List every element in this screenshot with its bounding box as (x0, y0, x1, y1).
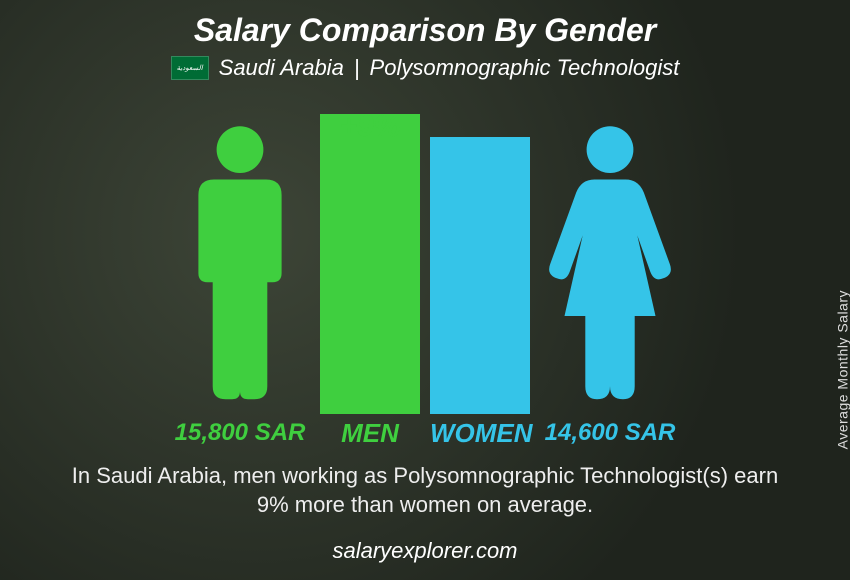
chart-area: +9% (0, 87, 850, 414)
men-bar-col: +9% (320, 114, 420, 414)
country-label: Saudi Arabia (219, 55, 344, 81)
women-bar-col (430, 114, 530, 414)
job-label: Polysomnographic Technologist (370, 55, 680, 81)
header: Salary Comparison By Gender السعودية Sau… (0, 0, 850, 87)
women-bar (430, 137, 530, 414)
subtitle: السعودية Saudi Arabia | Polysomnographic… (20, 55, 830, 81)
infographic-root: Salary Comparison By Gender السعودية Sau… (0, 0, 850, 580)
men-bar (320, 114, 420, 414)
difference-label: +9% (340, 110, 401, 144)
men-salary: 15,800 SAR (170, 419, 310, 447)
description: In Saudi Arabia, men working as Polysomn… (0, 457, 850, 528)
female-icon (545, 114, 675, 414)
male-icon (175, 114, 305, 414)
title: Salary Comparison By Gender (20, 12, 830, 49)
flag-icon: السعودية (171, 56, 209, 80)
separator: | (354, 55, 360, 81)
men-label: MEN (320, 418, 420, 449)
labels-row: 15,800 SAR MEN WOMEN 14,600 SAR (0, 414, 850, 457)
men-icon-col (170, 87, 310, 414)
women-label: WOMEN (430, 418, 530, 449)
women-icon-col (540, 87, 680, 414)
y-axis-label: Average Monthly Salary (834, 290, 850, 449)
footer-credit: salaryexplorer.com (0, 528, 850, 580)
women-salary: 14,600 SAR (540, 419, 680, 447)
